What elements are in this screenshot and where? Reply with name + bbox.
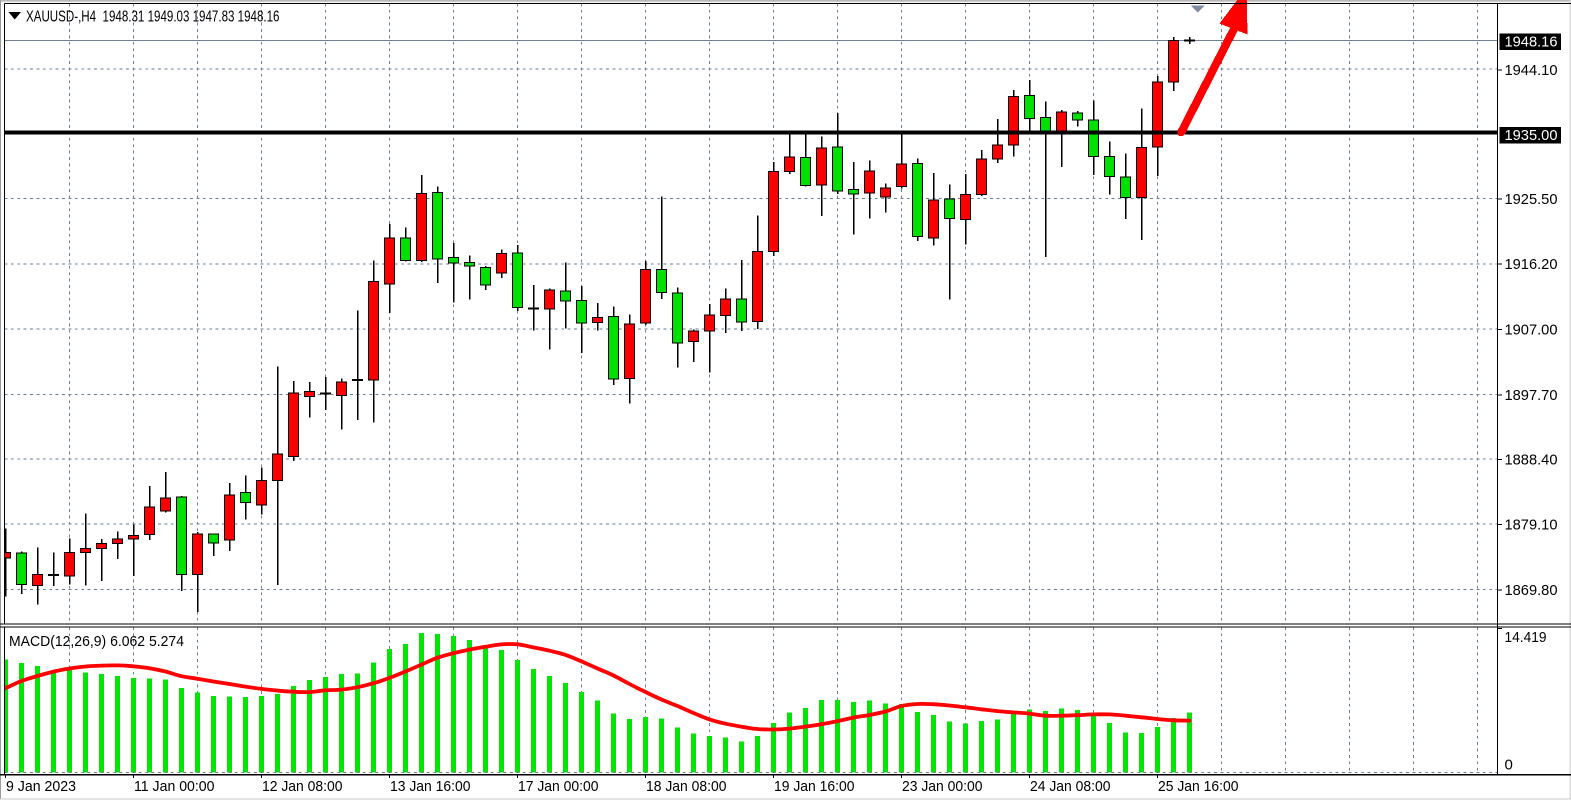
svg-text:14.419: 14.419 <box>1505 629 1547 646</box>
svg-text:19 Jan 16:00: 19 Jan 16:00 <box>774 778 855 795</box>
svg-text:11 Jan 00:00: 11 Jan 00:00 <box>134 778 215 795</box>
svg-text:1888.40: 1888.40 <box>1505 452 1558 469</box>
svg-text:MACD(12,26,9) 6.062 5.274: MACD(12,26,9) 6.062 5.274 <box>9 633 184 650</box>
svg-text:XAUUSD-,H4 1948.31 1949.03 19: XAUUSD-,H4 1948.31 1949.03 1947.83 1948.… <box>26 9 280 26</box>
svg-text:1916.20: 1916.20 <box>1505 256 1558 273</box>
svg-text:25 Jan 16:00: 25 Jan 16:00 <box>1158 778 1239 795</box>
svg-text:1948.16: 1948.16 <box>1505 34 1558 51</box>
svg-text:1925.50: 1925.50 <box>1505 191 1558 208</box>
svg-text:12 Jan 08:00: 12 Jan 08:00 <box>262 778 343 795</box>
svg-text:24 Jan 08:00: 24 Jan 08:00 <box>1030 778 1111 795</box>
svg-text:1897.70: 1897.70 <box>1505 387 1558 404</box>
svg-text:13 Jan 16:00: 13 Jan 16:00 <box>390 778 471 795</box>
svg-text:0: 0 <box>1505 757 1513 774</box>
svg-text:18 Jan 08:00: 18 Jan 08:00 <box>646 778 727 795</box>
svg-text:1869.80: 1869.80 <box>1505 582 1558 599</box>
svg-text:1907.00: 1907.00 <box>1505 322 1558 339</box>
svg-text:23 Jan 00:00: 23 Jan 00:00 <box>902 778 983 795</box>
svg-text:1879.10: 1879.10 <box>1505 517 1558 534</box>
svg-text:1935.00: 1935.00 <box>1505 127 1558 144</box>
svg-text:9 Jan 2023: 9 Jan 2023 <box>6 778 76 795</box>
svg-text:1944.10: 1944.10 <box>1505 62 1558 79</box>
svg-text:17 Jan 00:00: 17 Jan 00:00 <box>518 778 599 795</box>
